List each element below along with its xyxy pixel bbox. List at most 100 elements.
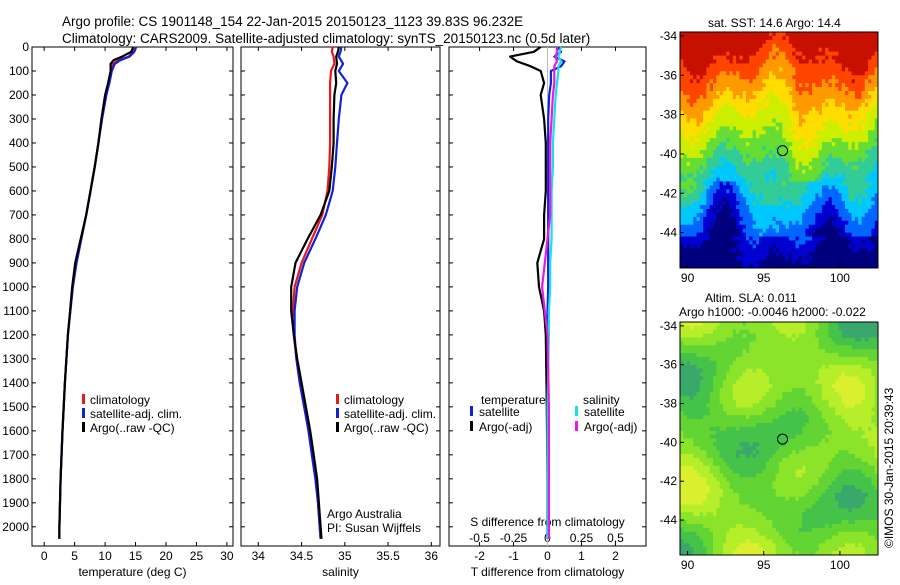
map-cell (865, 338, 869, 342)
map-cell (766, 380, 770, 384)
map-cell (753, 388, 757, 392)
map-cell (855, 353, 859, 357)
map-cell (786, 353, 790, 357)
map-cell (835, 349, 839, 353)
map-cell (730, 87, 734, 91)
map-cell (782, 71, 786, 75)
map-cell (733, 103, 737, 107)
map-cell (868, 361, 872, 365)
map-cell (763, 201, 767, 205)
map-cell (720, 174, 724, 178)
map-cell (687, 174, 691, 178)
map-cell (852, 213, 856, 217)
map-cell (871, 126, 875, 130)
map-cell (763, 56, 767, 60)
map-x-tick-label: 90 (681, 271, 695, 285)
map-cell (796, 189, 800, 193)
map-cell (753, 252, 757, 256)
map-cell (829, 107, 833, 111)
map-cell (786, 87, 790, 91)
map-cell (710, 60, 714, 64)
map-cell (706, 126, 710, 130)
map-cell (825, 217, 829, 221)
map-cell (842, 48, 846, 52)
map-cell (822, 369, 826, 373)
map-cell (809, 146, 813, 150)
map-cell (723, 197, 727, 201)
map-cell (726, 213, 730, 217)
map-cell (759, 174, 763, 178)
map-cell (845, 170, 849, 174)
map-cell (858, 330, 862, 334)
map-cell (733, 225, 737, 229)
map-cell (776, 119, 780, 123)
map-cell (852, 146, 856, 150)
map-cell (802, 115, 806, 119)
map-cell (749, 221, 753, 225)
map-cell (683, 353, 687, 357)
map-cell (822, 197, 826, 201)
map-cell (733, 365, 737, 369)
map-cell (832, 256, 836, 260)
map-cell (759, 341, 763, 345)
map-cell (700, 338, 704, 342)
map-cell (802, 330, 806, 334)
map-cell (743, 376, 747, 380)
map-cell (848, 345, 852, 349)
map-cell (736, 338, 740, 342)
map-cell (736, 40, 740, 44)
map-cell (871, 372, 875, 376)
map-cell (812, 154, 816, 158)
map-cell (871, 52, 875, 56)
map-cell (720, 60, 724, 64)
map-cell (845, 322, 849, 326)
map-cell (865, 146, 869, 150)
map-y-tick-label: -42 (660, 186, 678, 200)
map-cell (753, 237, 757, 241)
map-cell (805, 67, 809, 71)
map-cell (706, 260, 710, 264)
map-cell (700, 380, 704, 384)
map-cell (703, 158, 707, 162)
map-cell (819, 162, 823, 166)
map-cell (822, 56, 826, 60)
map-cell (716, 256, 720, 260)
y-tick-label: 1600 (2, 424, 29, 438)
map-cell (838, 189, 842, 193)
map-cell (815, 388, 819, 392)
map-cell (789, 345, 793, 349)
map-cell (687, 240, 691, 244)
map-cell (710, 341, 714, 345)
map-cell (779, 376, 783, 380)
map-cell (723, 142, 727, 146)
map-cell (812, 369, 816, 373)
map-cell (736, 103, 740, 107)
map-cell (710, 213, 714, 217)
map-cell (680, 341, 684, 345)
map-cells (680, 322, 878, 555)
map-cell (868, 233, 872, 237)
map-cell (700, 166, 704, 170)
map-cell (815, 334, 819, 338)
map-cell (789, 170, 793, 174)
map-cell (852, 189, 856, 193)
map-cell (848, 138, 852, 142)
map-cell (763, 91, 767, 95)
map-cell (697, 40, 701, 44)
map-cell (680, 213, 684, 217)
map-cell (786, 60, 790, 64)
map-cell (733, 138, 737, 142)
map-cell (683, 95, 687, 99)
map-cell (822, 48, 826, 52)
map-cell (852, 32, 856, 36)
map-cell (822, 40, 826, 44)
map-cell (730, 193, 734, 197)
map-cell (726, 189, 730, 193)
map-cell (852, 138, 856, 142)
map-cell (855, 138, 859, 142)
map-cell (812, 244, 816, 248)
map-cell (736, 146, 740, 150)
map-cell (690, 181, 694, 185)
map-cell (753, 185, 757, 189)
map-cell (749, 134, 753, 138)
